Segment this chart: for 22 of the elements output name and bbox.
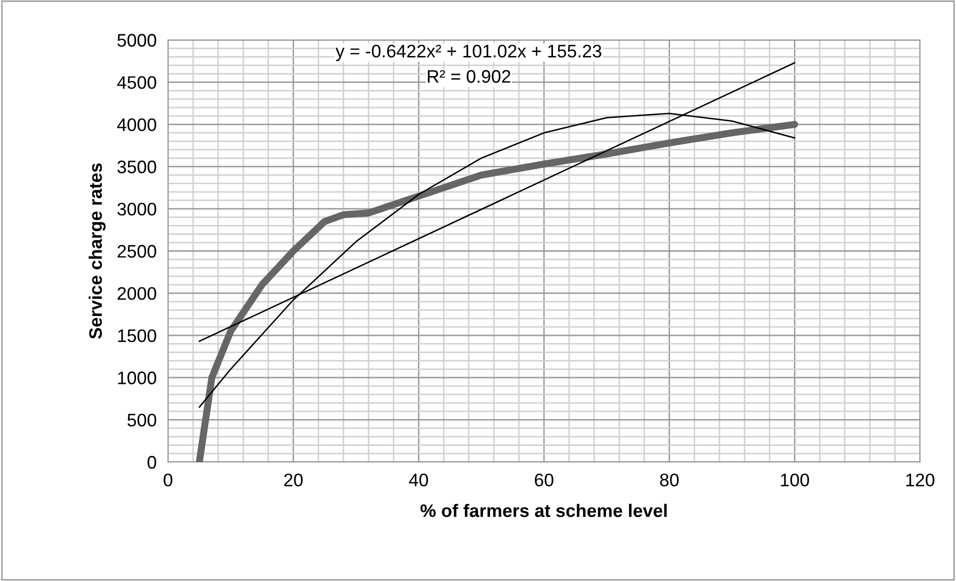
y-tick-label: 0 xyxy=(148,456,156,469)
y-tick-label: 2500 xyxy=(118,244,156,258)
x-tick-label: 100 xyxy=(780,474,810,486)
x-tick-label: 120 xyxy=(906,474,934,486)
y-tick-label: 4000 xyxy=(117,118,156,132)
x-tick-label: 40 xyxy=(409,474,428,486)
y-tick-label: 1500 xyxy=(118,329,156,342)
annotation: R² = 0.902 xyxy=(428,70,510,83)
x-tick-label: 0 xyxy=(164,474,172,486)
x-tick-label: 60 xyxy=(534,474,554,486)
y-tick-label: 3500 xyxy=(117,160,156,174)
x-tick-label: 20 xyxy=(284,474,303,486)
annotation: y = -0.6422x² + 101.02x + 155.23 xyxy=(336,44,602,62)
y-axis-title: Service charge rates xyxy=(88,163,106,339)
y-tick-label: 3000 xyxy=(117,202,156,216)
y-tick-label: 500 xyxy=(127,414,156,427)
x-axis-title: % of farmers at scheme level xyxy=(420,504,667,518)
y-tick-label: 5000 xyxy=(117,34,156,47)
y-tick-label: 2000 xyxy=(118,287,156,300)
x-tick-label: 80 xyxy=(660,474,679,486)
y-tick-label: 1000 xyxy=(118,372,156,384)
y-tick-label: 4500 xyxy=(117,76,156,89)
